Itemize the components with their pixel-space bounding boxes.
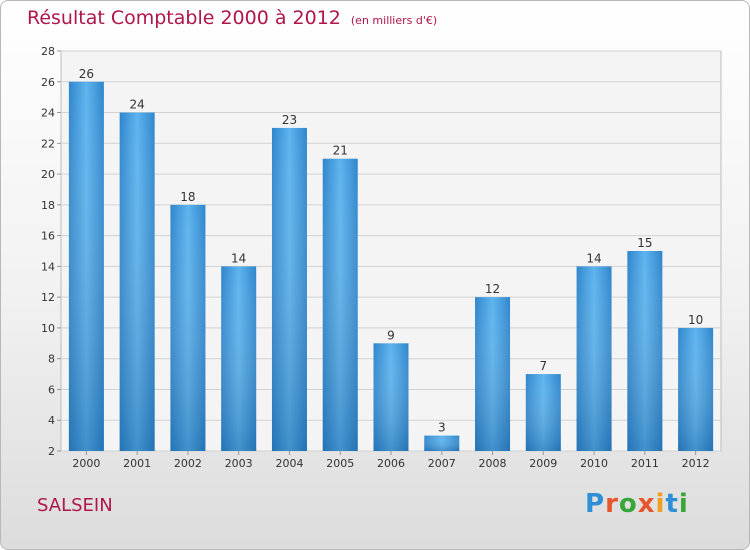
data-label-2000: 26	[79, 67, 94, 81]
bar-shade-2011	[627, 251, 663, 451]
bar-shade-2003	[221, 266, 257, 451]
data-label-2004: 23	[282, 113, 297, 127]
x-tick-label-2012: 2012	[682, 457, 710, 470]
data-label-2010: 14	[586, 251, 601, 265]
data-label-2005: 21	[333, 144, 348, 158]
commune-name: SALSEIN	[37, 495, 113, 516]
y-tick-label: 26	[41, 76, 55, 89]
x-tick-label-2002: 2002	[174, 457, 202, 470]
bar-shade-2010	[576, 266, 612, 451]
y-tick-label: 6	[48, 383, 55, 396]
x-tick-label-2008: 2008	[479, 457, 507, 470]
y-tick-label: 22	[41, 137, 55, 150]
x-tick-label-2000: 2000	[72, 457, 100, 470]
y-tick-label: 2	[48, 445, 55, 458]
y-tick-label: 12	[41, 291, 55, 304]
x-tick-label-2001: 2001	[123, 457, 151, 470]
data-label-2001: 24	[130, 98, 145, 112]
y-tick-label: 10	[41, 322, 55, 335]
x-tick-label-2011: 2011	[631, 457, 659, 470]
data-label-2006: 9	[387, 328, 395, 342]
bar-shade-2009	[525, 374, 561, 451]
data-label-2009: 7	[539, 359, 547, 373]
logo-letter: i	[678, 489, 689, 519]
bar-shade-2001	[119, 112, 155, 452]
data-label-2007: 3	[438, 421, 446, 435]
logo-letter: t	[665, 489, 679, 519]
bar-shade-2002	[170, 204, 206, 451]
x-tick-label-2006: 2006	[377, 457, 405, 470]
bar-shade-2004	[271, 127, 307, 451]
bar-shade-2006	[373, 343, 409, 451]
y-tick-label: 8	[48, 353, 55, 366]
bar-shade-2008	[475, 297, 511, 451]
logo-letter: i	[655, 489, 666, 519]
x-tick-label-2003: 2003	[225, 457, 253, 470]
data-label-2003: 14	[231, 251, 246, 265]
y-tick-label: 14	[41, 260, 55, 273]
y-tick-label: 28	[41, 45, 55, 58]
logo-letter: P	[585, 489, 606, 519]
bar-shade-2000	[68, 81, 104, 452]
y-tick-label: 18	[41, 199, 55, 212]
chart-title: Résultat Comptable 2000 à 2012 (en millie…	[27, 7, 437, 29]
x-tick-label-2005: 2005	[326, 457, 354, 470]
data-label-2008: 12	[485, 282, 500, 296]
logo-letter: o	[618, 489, 638, 519]
logo-letter: x	[637, 489, 656, 519]
chart-title-text: Résultat Comptable 2000 à 2012	[27, 7, 341, 29]
x-tick-label-2009: 2009	[529, 457, 557, 470]
y-tick-label: 24	[41, 107, 55, 120]
bar-shade-2012	[678, 327, 714, 451]
data-label-2012: 10	[688, 313, 703, 327]
data-label-2011: 15	[637, 236, 652, 250]
logo-letter: r	[605, 489, 619, 519]
y-tick-label: 20	[41, 168, 55, 181]
bar-shade-2005	[322, 158, 358, 451]
bar-shade-2007	[424, 435, 460, 451]
chart-subtitle: (en milliers d'€)	[350, 14, 438, 27]
proxiti-logo: Proxiti	[585, 489, 689, 519]
x-tick-label-2007: 2007	[428, 457, 456, 470]
y-tick-label: 16	[41, 230, 55, 243]
x-tick-label-2010: 2010	[580, 457, 608, 470]
y-tick-label: 4	[48, 414, 55, 427]
x-tick-label-2004: 2004	[275, 457, 303, 470]
data-label-2002: 18	[180, 190, 195, 204]
